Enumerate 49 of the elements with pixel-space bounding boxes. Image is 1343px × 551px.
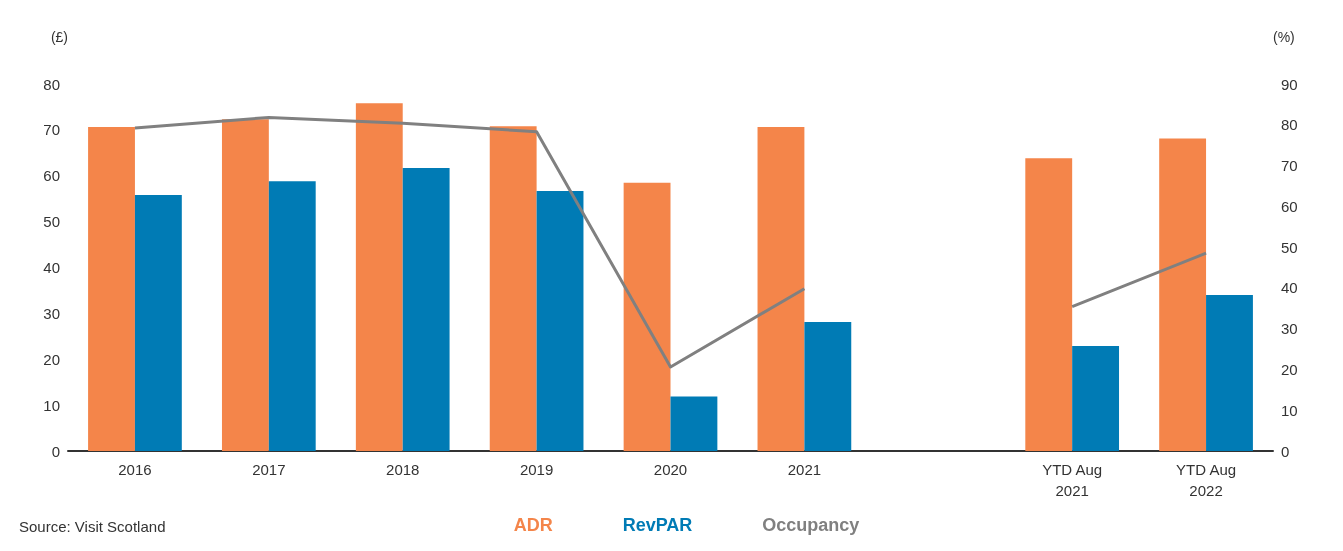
y-axis-title: (£) [50,29,68,45]
y-tick-label: 50 [43,213,60,231]
y2-tick-label: 70 [1281,157,1298,175]
bar [268,181,316,451]
x-tick-label: 2018 [386,461,420,478]
y-tick-label: 0 [51,442,60,460]
bar [88,127,135,451]
y2-tick-label: 0 [1281,442,1290,460]
bar [355,103,403,451]
y-tick-label: 20 [43,350,60,368]
x-tick-label: 2019 [519,461,554,478]
y2-tick-label: 50 [1281,238,1298,256]
bar [1159,138,1207,451]
bar [134,195,182,451]
bar [536,190,584,451]
y-tick-label: 40 [43,259,60,276]
text: Occupancy [762,515,860,535]
bar [670,396,718,451]
x-tick-label: YTD Aug 2021 [1042,461,1103,499]
x-tick-label: 2016 [118,461,152,478]
bar [1072,345,1120,451]
y2-tick-label: 60 [1281,197,1298,215]
text: ADR [513,515,553,535]
bar [221,119,269,451]
y-tick-label: 30 [43,304,60,322]
bar [623,182,671,451]
y2-tick-label: 10 [1281,401,1298,419]
x-tick-label: YTD Aug 2022 [1176,461,1237,499]
source-note: Source: Visit Scotland [19,518,166,535]
x-tick-label: 2021 [787,461,822,478]
y2-tick-label: 30 [1281,320,1298,338]
bar [804,322,852,451]
bar [402,167,450,451]
bar [1025,158,1073,451]
bar [757,127,805,451]
y-tick-label: 10 [43,396,60,414]
y2-tick-label: 90 [1281,75,1298,93]
y-tick-label: 80 [43,75,60,93]
y-tick-label: 60 [43,167,60,185]
y2-tick-label: 80 [1281,116,1298,134]
text: RevPAR [622,515,693,535]
x-tick-label: 2017 [252,461,286,478]
bar [1206,295,1253,451]
y-tick-label: 70 [43,121,60,139]
y2-axis-title: (%) [1273,29,1295,45]
x-tick-label: 2020 [653,461,688,478]
y2-tick-label: 40 [1281,279,1298,297]
y2-tick-label: 20 [1281,360,1298,378]
bar [489,126,537,451]
